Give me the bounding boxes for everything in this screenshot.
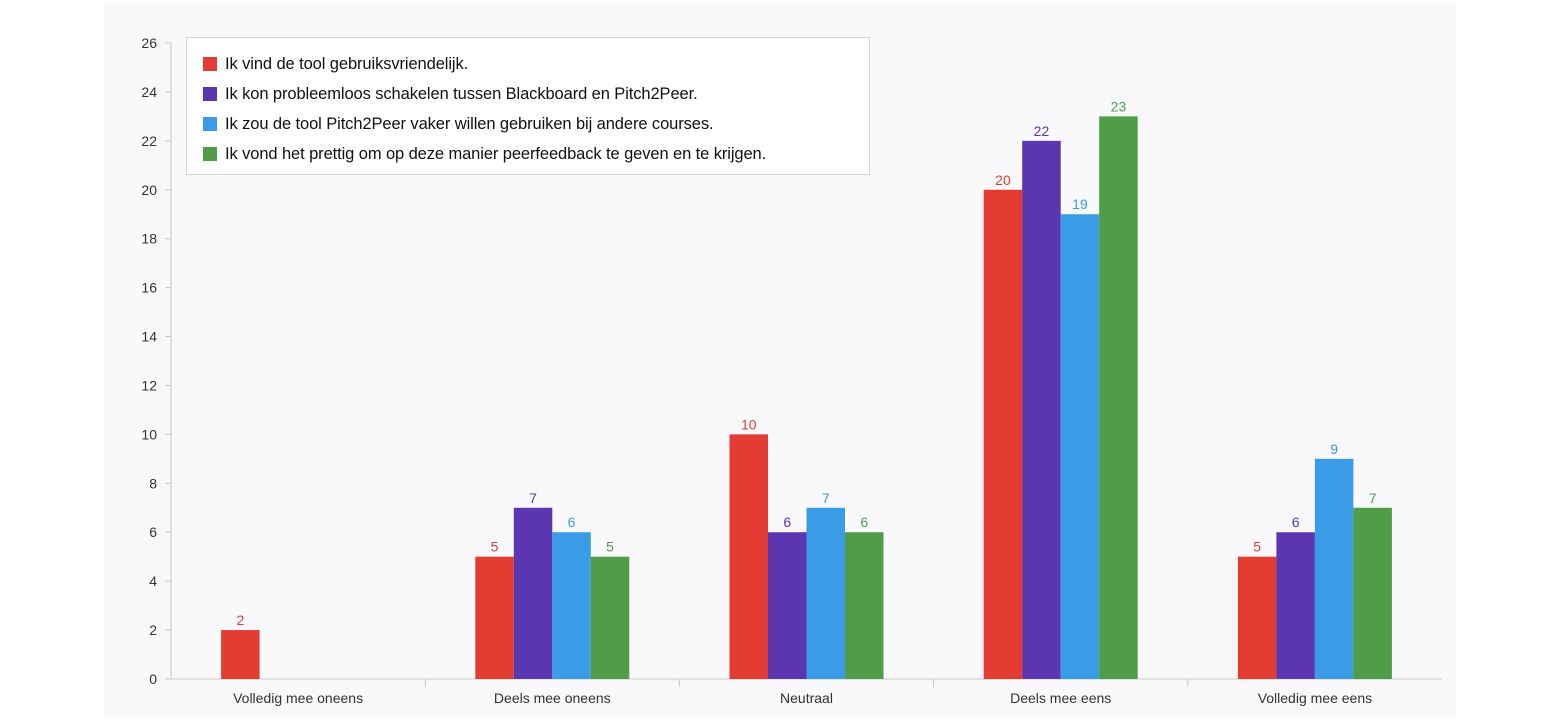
- data-label-s2-c1: 6: [568, 514, 576, 530]
- legend-swatch-0: [203, 57, 217, 71]
- data-label-s3-c3: 23: [1111, 98, 1127, 114]
- x-tick-label-1: Deels mee oneens: [494, 690, 611, 706]
- data-label-s2-c3: 19: [1072, 196, 1088, 212]
- legend-label-0: Ik vind de tool gebruiksvriendelijk.: [225, 54, 469, 73]
- data-label-s3-c2: 6: [860, 514, 868, 530]
- bar-s2-c1: [552, 532, 591, 679]
- y-tick-label-11: 22: [141, 133, 157, 149]
- y-tick-label-10: 20: [141, 182, 157, 198]
- bar-s0-c4: [1237, 556, 1277, 679]
- y-tick-label-5: 10: [141, 426, 157, 442]
- y-tick-label-1: 2: [149, 622, 157, 638]
- legend-label-1: Ik kon probleemloos schakelen tussen Bla…: [225, 84, 698, 103]
- legend-item-1[interactable]: Ik kon probleemloos schakelen tussen Bla…: [203, 79, 869, 109]
- data-label-s2-c4: 9: [1330, 441, 1338, 457]
- y-tick-label-12: 24: [141, 84, 157, 100]
- bar-s0-c1: [475, 556, 514, 679]
- bar-s1-c3: [1022, 140, 1061, 679]
- data-label-s1-c2: 6: [783, 514, 791, 530]
- bar-s3-c3: [1099, 116, 1138, 679]
- legend: Ik vind de tool gebruiksvriendelijk. Ik …: [186, 37, 870, 175]
- bar-s1-c4: [1276, 532, 1315, 679]
- y-tick-label-13: 26: [141, 35, 157, 51]
- legend-swatch-3: [203, 147, 217, 161]
- legend-label-3: Ik vond het prettig om op deze manier pe…: [225, 144, 767, 163]
- data-label-s1-c3: 22: [1034, 123, 1050, 139]
- y-tick-label-4: 8: [149, 475, 157, 491]
- y-tick-label-3: 6: [149, 524, 157, 540]
- data-label-s3-c4: 7: [1369, 490, 1377, 506]
- bar-s2-c2: [806, 507, 845, 679]
- legend-swatch-1: [203, 87, 217, 101]
- y-tick-label-6: 12: [141, 377, 157, 393]
- bar-s3-c4: [1353, 507, 1392, 679]
- data-label-s2-c2: 7: [822, 490, 830, 506]
- x-tick-label-2: Neutraal: [780, 690, 833, 706]
- y-tick-label-0: 0: [149, 671, 157, 687]
- x-tick-label-3: Deels mee eens: [1010, 690, 1111, 706]
- legend-item-0[interactable]: Ik vind de tool gebruiksvriendelijk.: [203, 49, 869, 79]
- bar-s0-c0: [221, 630, 260, 679]
- y-tick-label-9: 18: [141, 231, 157, 247]
- data-label-s0-c4: 5: [1253, 539, 1261, 555]
- y-tick-label-7: 14: [141, 329, 157, 345]
- bar-s3-c1: [590, 556, 630, 679]
- bar-s0-c2: [729, 434, 768, 679]
- legend-label-2: Ik zou de tool Pitch2Peer vaker willen g…: [225, 114, 714, 133]
- legend-item-3[interactable]: Ik vond het prettig om op deze manier pe…: [203, 139, 869, 169]
- data-label-s0-c1: 5: [491, 539, 499, 555]
- data-label-s0-c0: 2: [236, 612, 244, 628]
- bar-s2-c3: [1060, 214, 1100, 679]
- data-label-s0-c2: 10: [741, 416, 757, 432]
- x-tick-label-4: Volledig mee eens: [1258, 690, 1372, 706]
- bar-s1-c2: [768, 532, 807, 679]
- bar-s3-c2: [845, 532, 884, 679]
- legend-swatch-2: [203, 117, 217, 131]
- data-label-s3-c1: 5: [606, 539, 614, 555]
- y-tick-label-2: 4: [149, 573, 157, 589]
- bar-s0-c3: [983, 189, 1023, 679]
- bar-s1-c1: [513, 507, 553, 679]
- bar-s2-c4: [1314, 458, 1354, 679]
- legend-item-2[interactable]: Ik zou de tool Pitch2Peer vaker willen g…: [203, 109, 869, 139]
- data-label-s0-c3: 20: [995, 172, 1011, 188]
- data-label-s1-c1: 7: [529, 490, 537, 506]
- data-label-s1-c4: 6: [1292, 514, 1300, 530]
- y-tick-label-8: 16: [141, 280, 157, 296]
- x-tick-label-0: Volledig mee oneens: [233, 690, 363, 706]
